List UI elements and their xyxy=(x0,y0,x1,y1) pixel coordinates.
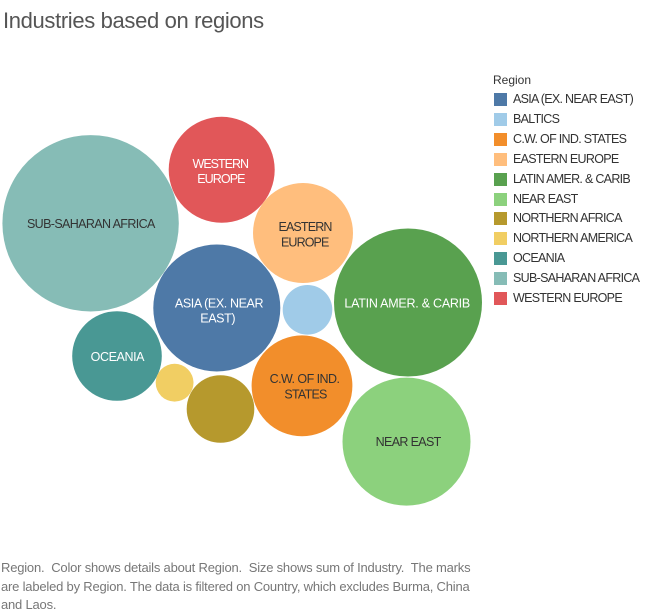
svg-text:WESTERN: WESTERN xyxy=(193,157,249,171)
svg-text:EUROPE: EUROPE xyxy=(197,172,245,186)
svg-text:EASTERN: EASTERN xyxy=(278,220,332,234)
svg-text:NEAR EAST: NEAR EAST xyxy=(376,435,442,449)
svg-text:ASIA (EX. NEAR: ASIA (EX. NEAR xyxy=(175,296,264,310)
svg-text:EUROPE: EUROPE xyxy=(281,236,329,250)
svg-text:SUB-SAHARAN AFRICA: SUB-SAHARAN AFRICA xyxy=(27,217,156,231)
svg-text:EAST): EAST) xyxy=(200,312,235,326)
svg-text:STATES: STATES xyxy=(284,387,327,401)
svg-text:LATIN AMER. & CARIB: LATIN AMER. & CARIB xyxy=(344,297,470,311)
svg-text:OCEANIA: OCEANIA xyxy=(91,350,146,364)
svg-text:C.W. OF IND.: C.W. OF IND. xyxy=(270,372,340,386)
